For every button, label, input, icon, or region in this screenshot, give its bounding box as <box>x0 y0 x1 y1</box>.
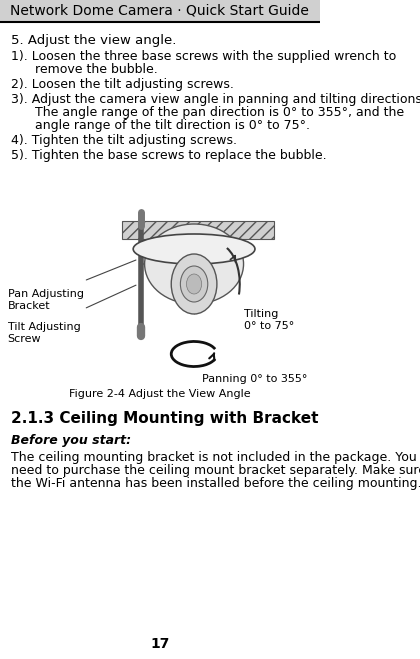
Ellipse shape <box>133 234 255 264</box>
Circle shape <box>180 266 208 302</box>
Circle shape <box>186 274 202 294</box>
Text: the Wi-Fi antenna has been installed before the ceiling mounting.: the Wi-Fi antenna has been installed bef… <box>10 477 420 490</box>
Text: The angle range of the pan direction is 0° to 355°, and the: The angle range of the pan direction is … <box>10 106 404 119</box>
Text: Tilting
0° to 75°: Tilting 0° to 75° <box>244 309 294 331</box>
Text: Network Dome Camera · Quick Start Guide: Network Dome Camera · Quick Start Guide <box>10 4 309 18</box>
Text: 4). Tighten the tilt adjusting screws.: 4). Tighten the tilt adjusting screws. <box>10 134 236 147</box>
Text: Panning 0° to 355°: Panning 0° to 355° <box>202 374 307 384</box>
Text: remove the bubble.: remove the bubble. <box>10 63 158 76</box>
Text: 5. Adjust the view angle.: 5. Adjust the view angle. <box>10 34 176 47</box>
Text: 2). Loosen the tilt adjusting screws.: 2). Loosen the tilt adjusting screws. <box>10 78 234 91</box>
Text: 17: 17 <box>150 637 170 651</box>
Text: angle range of the tilt direction is 0° to 75°.: angle range of the tilt direction is 0° … <box>10 119 310 132</box>
Text: 1). Loosen the three base screws with the supplied wrench to: 1). Loosen the three base screws with th… <box>10 50 396 63</box>
Text: Figure 2-4 Adjust the View Angle: Figure 2-4 Adjust the View Angle <box>69 389 251 399</box>
Text: need to purchase the ceiling mount bracket separately. Make sure: need to purchase the ceiling mount brack… <box>10 464 420 477</box>
Text: Pan Adjusting
Bracket: Pan Adjusting Bracket <box>8 289 84 310</box>
Bar <box>122 221 274 239</box>
Circle shape <box>171 254 217 314</box>
Text: Tilt Adjusting
Screw: Tilt Adjusting Screw <box>8 322 80 343</box>
Bar <box>0 0 320 22</box>
Ellipse shape <box>144 224 244 304</box>
Text: The ceiling mounting bracket is not included in the package. You: The ceiling mounting bracket is not incl… <box>10 451 416 464</box>
Text: 2.1.3 Ceiling Mounting with Bracket: 2.1.3 Ceiling Mounting with Bracket <box>10 411 318 426</box>
Text: 5). Tighten the base screws to replace the bubble.: 5). Tighten the base screws to replace t… <box>10 149 326 162</box>
Text: Before you start:: Before you start: <box>10 434 131 447</box>
Text: 3). Adjust the camera view angle in panning and tilting directions.: 3). Adjust the camera view angle in pann… <box>10 93 420 106</box>
